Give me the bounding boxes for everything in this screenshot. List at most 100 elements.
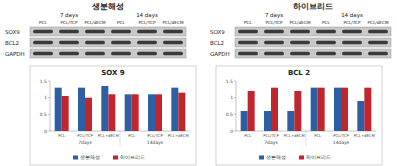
gel-band [264,41,284,45]
bar [357,101,364,131]
gel-band [137,41,157,45]
time-label: 14 days [136,12,158,19]
gel-strip [235,49,391,58]
gel-band [85,41,105,45]
x-tick-label: PCL/TCP [77,133,93,138]
gel-band [316,30,336,34]
gel-panel: 하이브리드7 daysPCLPCL/TCPPCL/dECM14 daysPCLP… [210,2,391,58]
x-tick-label: PCL [128,133,136,138]
row-label: GAPDH [210,51,230,57]
gel-band [290,52,310,56]
column-label: PCL [322,20,330,25]
group-label: 14days [147,140,164,145]
column-label: PCL/dECM [367,20,388,25]
x-tick-label: PCL/TCP [333,133,349,138]
group-label: 7days [264,140,278,145]
panel-title: 하이브리드 [293,2,333,11]
x-tick-label: PCL/TCP [147,133,163,138]
gel-strip [30,38,186,47]
bar [318,88,325,131]
bar [311,88,318,131]
y-tick [234,131,236,132]
y-tick [234,114,236,115]
column-label: PCL/TCP [266,20,283,25]
legend-label: 생분해성 [266,154,286,160]
bar [108,94,115,131]
column-label: PCL [117,20,125,25]
gel-band [137,52,157,56]
gel-band [59,30,79,34]
gel-band [238,41,258,45]
legend-swatch [299,156,304,160]
y-tick-label: 0.5 [226,112,233,117]
x-tick-label: PCL+dECM [98,133,119,138]
column-label: PCL/TCP [61,20,78,25]
gel-band [111,30,131,34]
gel-band [264,30,284,34]
y-tick-label: 1.5 [226,79,233,84]
bar [241,111,248,131]
x-tick-label: PCL [244,133,252,138]
x-tick-label: PCL+dECM [354,133,375,138]
gel-band [368,52,388,56]
column-label: PCL/TCP [139,20,156,25]
y-tick-label: 1 [230,95,233,100]
y-tick-label: 0 [230,129,233,134]
y-tick-label: 0 [44,129,47,134]
gel-band [59,41,79,45]
gel-band [342,52,362,56]
y-tick-label: 1 [44,95,47,100]
bar [78,88,85,131]
column-label: PCL/dECM [162,20,183,25]
bar [248,91,255,131]
gel-band [137,30,157,34]
legend-label: 하이브리드 [120,154,145,160]
panel-title: 생분해성 [91,2,124,11]
gel-band [163,52,183,56]
bar [85,98,92,131]
y-tick-label: 1.5 [40,79,47,84]
bar [287,111,294,131]
legend-swatch [73,156,78,160]
chart-title: BCL 2 [288,69,310,77]
legend-label: 하이브리드 [306,154,331,160]
gel-band [368,41,388,45]
column-label: PCL/dECM [84,20,105,25]
x-tick-label: PCL+dECM [168,133,189,138]
group-divider [120,131,121,146]
bars [55,86,186,131]
gel-band [85,30,105,34]
bar [341,88,348,131]
y-tick [48,131,50,132]
bar [148,94,155,131]
y-tick [48,97,50,98]
y-tick [48,81,50,82]
x-tick-label: PCL [314,133,322,138]
gel-band [59,52,79,56]
legend: 생분해성 하이브리드 [259,154,331,160]
gel-band [238,30,258,34]
bar [155,94,162,131]
row-label: GAPDH [5,51,25,57]
gel-panel: 생분해성 7 days PCL PCL/TCP PCL/dECM 14 days PCL PC… [5,2,186,58]
bar [101,86,108,131]
column-label: PCL [39,20,47,25]
bar [294,91,301,131]
gel-band [33,52,53,56]
bar [171,88,178,131]
column-label: PCL/dECM [289,20,310,25]
bar [62,96,69,131]
y-axis [236,81,237,131]
x-tick-label: PCL/TCP [263,133,279,138]
chart: BCL 2 0 0.5 1 1.5 PCL PCL/TCP PCL+dECM PCL PCL/TC… [216,66,382,165]
gel-band [316,41,336,45]
y-tick [234,97,236,98]
time-label: 7 days [265,12,283,19]
bar [271,88,278,131]
gel-band [264,52,284,56]
time-label: 7 days [60,12,78,19]
gel-band [290,30,310,34]
bars [241,88,372,131]
gel-band [342,30,362,34]
row-label: BCL2 [5,40,19,46]
